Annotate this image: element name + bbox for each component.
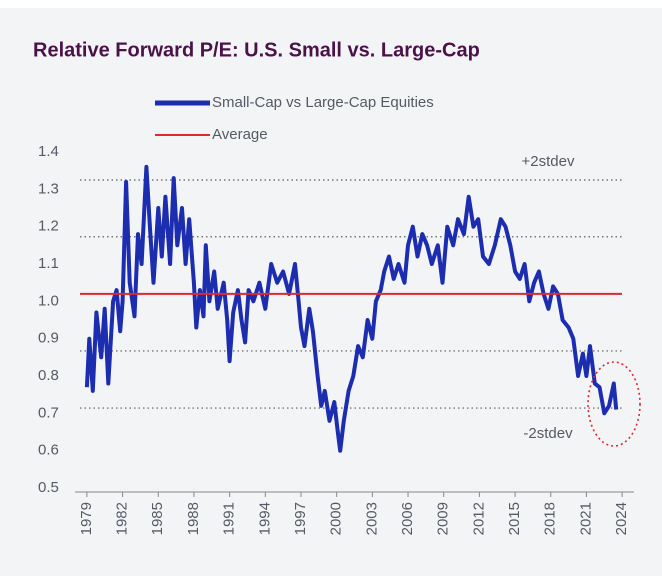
plot: 1.4 1.3 1.2 1.1 1.0 0.9 0.8 0.7 0.6 0.5 +2stdev -2s… (38, 94, 634, 535)
series-line (84, 164, 619, 453)
x-tick-label: 1979 (78, 502, 95, 535)
y-tick-label: 0.9 (38, 330, 59, 347)
x-tick-label: 1988 (185, 502, 202, 535)
x-tick-label: 2021 (577, 502, 594, 535)
x-tick-label: 2015 (506, 502, 523, 535)
x-tick-label: 1985 (149, 502, 166, 535)
x-tick-label: 2024 (613, 502, 630, 535)
x-tick-label: 2003 (363, 502, 380, 535)
legend-label: Small-Cap vs Large-Cap Equities (212, 94, 434, 111)
x-tick-label: 2012 (470, 502, 487, 535)
reference-label: -2stdev (523, 425, 573, 442)
x-tick-label: 1991 (221, 502, 238, 535)
legend-label: Average (212, 126, 268, 143)
reference-label: +2stdev (522, 153, 575, 170)
x-tick-label: 2009 (435, 502, 452, 535)
y-tick-label: 1.4 (38, 143, 59, 160)
y-tick-label: 0.7 (38, 404, 59, 421)
x-tick-label: 1982 (114, 502, 131, 535)
top-border (0, 0, 662, 8)
y-tick-label: 1.1 (38, 255, 59, 272)
y-tick-label: 0.6 (38, 442, 59, 459)
y-tick-label: 1.0 (38, 292, 59, 309)
x-tick-label: 1994 (256, 502, 273, 535)
x-tick-label: 2006 (399, 502, 416, 535)
x-tick-label: 2018 (542, 502, 559, 535)
chart-title: Relative Forward P/E: U.S. Small vs. Lar… (33, 39, 480, 61)
y-tick-label: 0.8 (38, 367, 59, 384)
x-tick-label: 1997 (292, 502, 309, 535)
y-tick-label: 1.3 (38, 180, 59, 197)
highlight-circle (587, 361, 641, 447)
y-tick-label: 1.2 (38, 218, 59, 235)
x-tick-label: 2000 (328, 502, 345, 535)
y-tick-label: 0.5 (38, 479, 59, 496)
